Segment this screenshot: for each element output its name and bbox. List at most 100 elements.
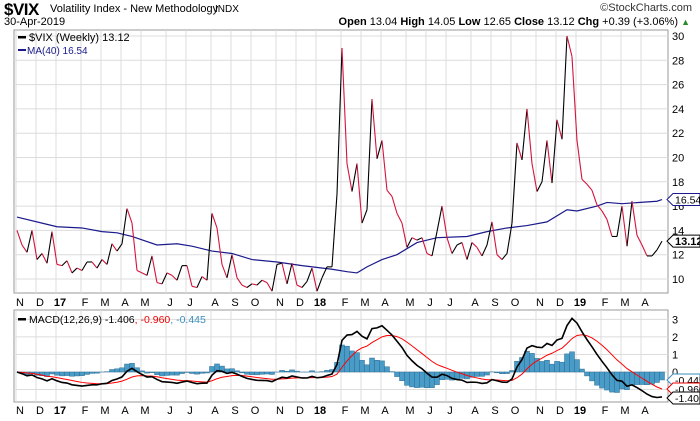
price-segment [161, 272, 168, 285]
price-segment [21, 244, 28, 253]
month-label: A [211, 405, 219, 417]
legend-swatch-ma [18, 49, 26, 51]
histogram-bar [379, 360, 385, 373]
price-segment [246, 283, 253, 288]
price-segment [416, 237, 423, 241]
price-segment [396, 213, 403, 224]
price-segment [596, 204, 603, 212]
histogram-bar [189, 371, 195, 374]
histogram-bar [419, 371, 425, 388]
month-label: O [511, 405, 520, 417]
month-label: J [427, 405, 433, 417]
histogram-bar [154, 371, 160, 375]
month-label: A [121, 405, 129, 417]
symbol-name: Volatility Index - New Methodology [50, 3, 219, 15]
price-segment [111, 243, 118, 252]
price-segment [306, 267, 313, 282]
month-label: M [405, 405, 414, 417]
price-segment [556, 119, 563, 140]
price-segment [486, 221, 493, 246]
histogram-bar [294, 370, 300, 373]
price-segment [106, 243, 113, 265]
histogram-bar [549, 363, 555, 373]
price-segment [436, 205, 443, 232]
price-segment [51, 231, 58, 265]
price-segment [166, 272, 173, 276]
month-label: F [602, 297, 609, 309]
chg-value: +0.39 (+3.06%) [602, 16, 679, 28]
macd-y-tick-label: 3 [672, 314, 678, 326]
open-label: Open [338, 16, 367, 28]
month-label: M [100, 297, 109, 309]
histogram-bar [434, 371, 440, 385]
month-label: N [536, 405, 544, 417]
histogram-bar [589, 371, 595, 382]
month-label: J [187, 405, 193, 417]
histogram-bar [229, 368, 235, 373]
month-label: M [140, 405, 149, 417]
month-label: J [187, 297, 193, 309]
legend-macd-part: MACD(12,26,9) -1.406 [29, 314, 135, 326]
histogram-bar [199, 371, 205, 374]
price-segment [146, 255, 153, 276]
copyright[interactable]: ©StockCharts.com [600, 2, 692, 14]
histogram-bar [409, 371, 415, 388]
price-segment [446, 237, 453, 254]
price-segment [136, 270, 143, 274]
price-segment [266, 282, 273, 292]
price-segment [101, 259, 108, 265]
y-tick-label: 18 [672, 177, 684, 189]
ma40-line [16, 198, 663, 274]
y-tick-label: 22 [672, 128, 684, 140]
month-label: 19 [574, 297, 586, 309]
price-segment [631, 201, 638, 236]
histogram-bar [604, 371, 610, 391]
low-label: Low [458, 16, 481, 28]
y-tick-label: 24 [672, 104, 684, 116]
month-label: F [342, 297, 349, 309]
price-segment [171, 274, 178, 281]
month-label: M [140, 297, 149, 309]
price-segment [151, 255, 158, 283]
price-segment [71, 267, 78, 274]
histogram-bar [594, 371, 600, 386]
month-label: F [602, 405, 609, 417]
price-segment [356, 163, 363, 224]
exchange: INDX [215, 4, 239, 15]
histogram-bar [614, 371, 620, 393]
month-label: J [447, 405, 453, 417]
up-arrow-icon: ▲ [681, 17, 690, 27]
month-label: A [121, 297, 129, 309]
histogram-bar [249, 371, 255, 375]
histogram-bar [354, 352, 360, 373]
y-tick-label: 20 [672, 153, 684, 165]
price-segment [46, 231, 53, 264]
histogram-bar [554, 361, 560, 373]
histogram-bar [159, 371, 165, 377]
price-segment [316, 277, 323, 292]
price-segment [621, 206, 628, 247]
histogram-bar [309, 370, 315, 373]
histogram-bar [659, 371, 665, 381]
macd-line [16, 317, 663, 399]
month-label: 19 [574, 405, 586, 417]
histogram-bar [494, 371, 500, 374]
price-segment [346, 163, 353, 192]
legend-vix: $VIX (Weekly) 13.12 [29, 32, 130, 44]
histogram-bar [399, 371, 405, 381]
histogram-bar [479, 371, 485, 377]
month-label: M [100, 405, 109, 417]
price-segment [311, 267, 318, 292]
month-label: A [641, 297, 649, 309]
price-segment [286, 263, 293, 284]
month-label: D [296, 405, 304, 417]
price-segment [516, 142, 523, 161]
macd-y-tick-label: 1 [672, 349, 678, 361]
price-segment [536, 181, 543, 192]
price-segment [141, 272, 148, 276]
macd-y-tick-label: 2 [672, 332, 678, 344]
price-segment [431, 231, 438, 257]
price-segment [31, 230, 38, 260]
price-segment [336, 48, 343, 194]
